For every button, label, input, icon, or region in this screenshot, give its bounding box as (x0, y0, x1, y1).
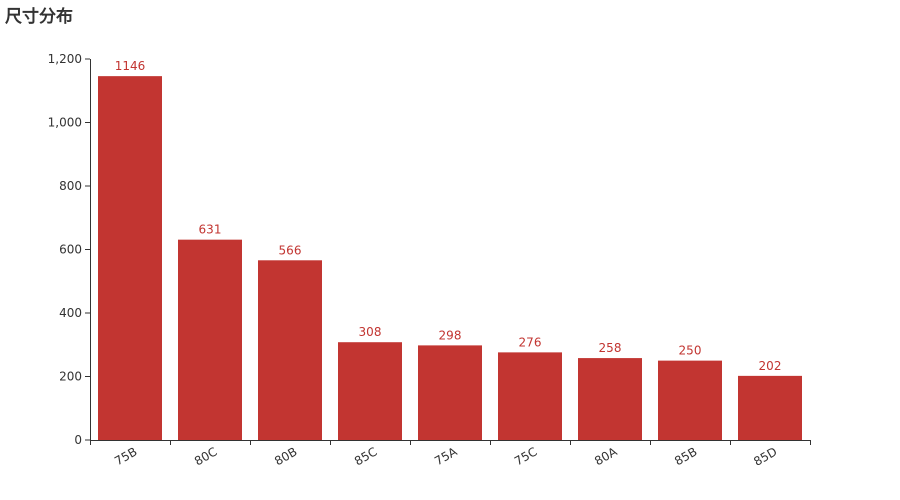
bar[interactable] (98, 76, 162, 441)
bar[interactable] (338, 342, 402, 440)
bar[interactable] (498, 352, 562, 440)
y-tick-label: 600 (59, 243, 82, 257)
x-tick-label: 80A (592, 444, 620, 468)
x-tick-label: 75B (112, 444, 139, 468)
bar[interactable] (578, 358, 642, 440)
x-tick-label: 85D (751, 444, 779, 468)
bar[interactable] (418, 345, 482, 440)
y-tick-label: 1,000 (48, 116, 82, 130)
data-label: 258 (599, 341, 622, 355)
bar[interactable] (178, 239, 242, 440)
y-tick-label: 800 (59, 179, 82, 193)
data-label: 1146 (115, 59, 146, 73)
data-label: 298 (439, 328, 462, 342)
y-tick-label: 1,200 (48, 52, 82, 66)
y-tick-label: 200 (59, 370, 82, 384)
x-tick-label: 85C (352, 444, 379, 468)
y-tick-label: 0 (74, 433, 82, 447)
x-tick-label: 80C (192, 444, 219, 468)
chart-title: 尺寸分布 (5, 7, 73, 27)
data-label: 276 (519, 335, 542, 349)
bar[interactable] (658, 360, 722, 440)
x-tick-label: 80B (272, 444, 299, 468)
data-label: 308 (359, 325, 382, 339)
data-label: 250 (679, 344, 702, 358)
x-tick-label: 85B (672, 444, 699, 468)
bar[interactable] (258, 260, 322, 440)
y-tick-label: 400 (59, 306, 82, 320)
x-tick-label: 75C (512, 444, 539, 468)
data-label: 631 (199, 223, 222, 237)
bar[interactable] (738, 375, 802, 440)
data-label: 566 (279, 243, 302, 257)
data-label: 202 (759, 359, 782, 373)
x-tick-label: 75A (432, 444, 460, 468)
